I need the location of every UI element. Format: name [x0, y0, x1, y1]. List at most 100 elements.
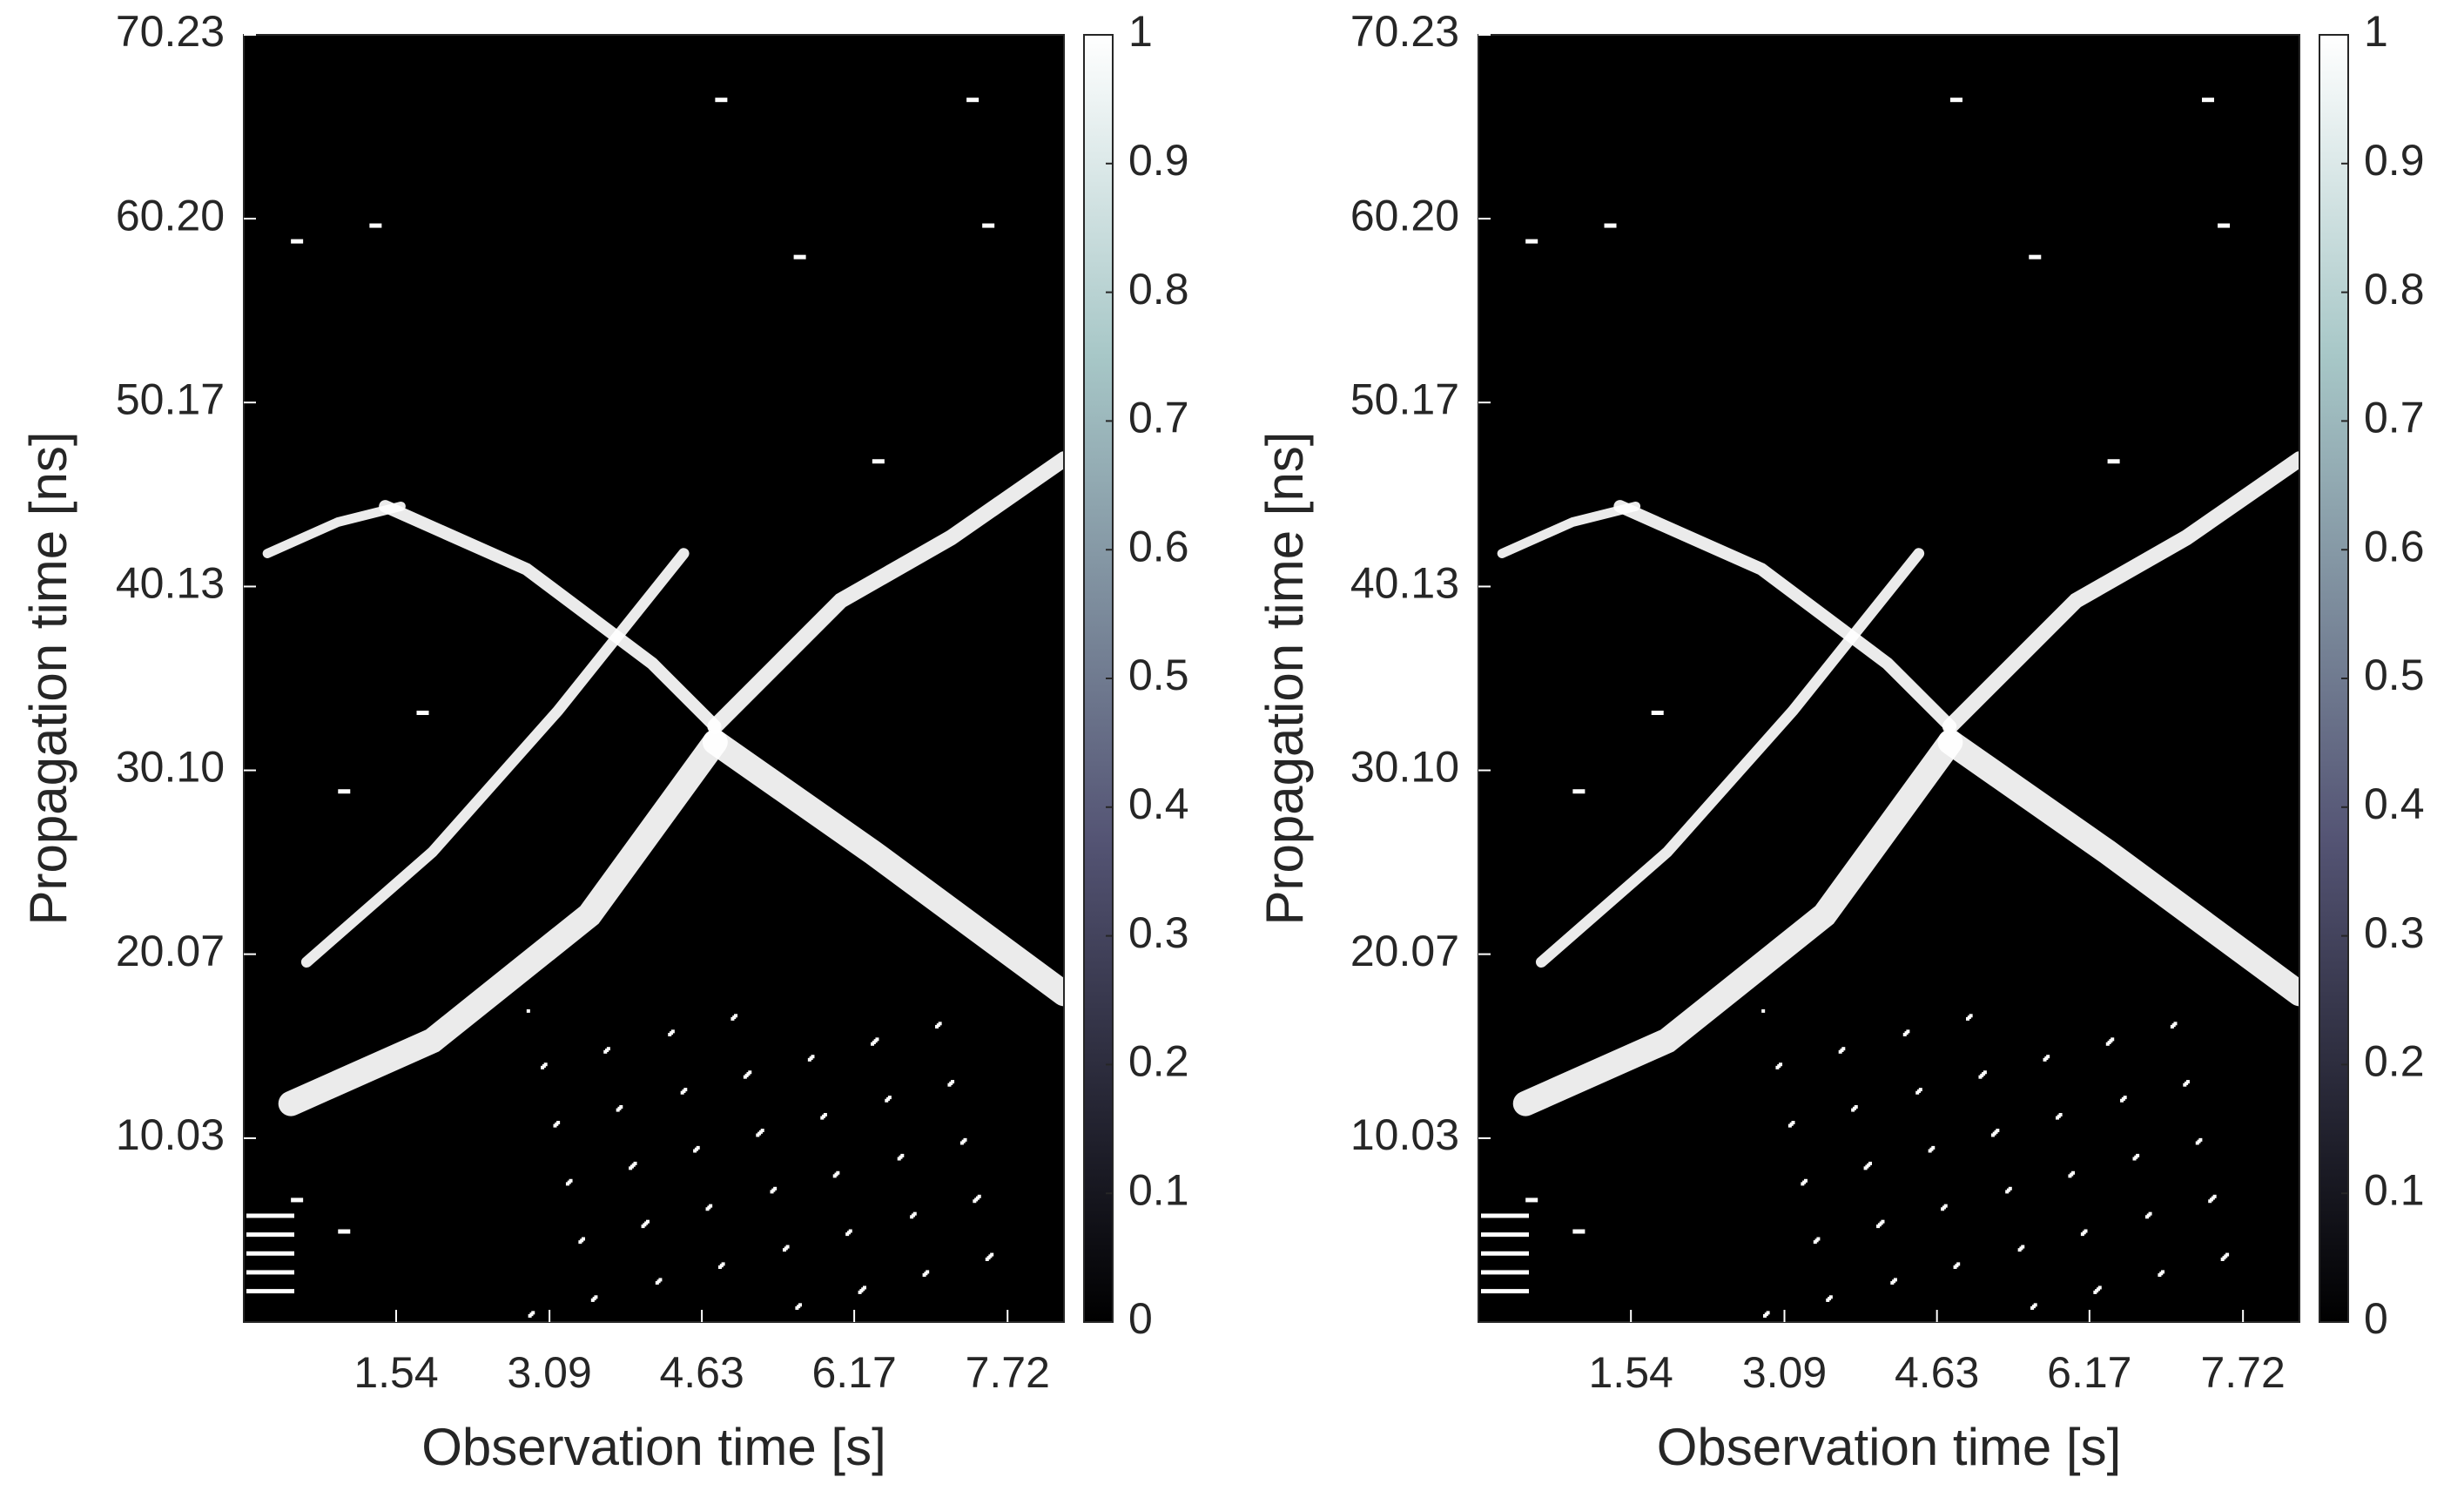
x-axis-label: Observation time [s]	[1657, 1418, 2122, 1476]
speckle	[926, 1270, 930, 1274]
speckle	[2123, 1096, 2127, 1100]
speckle	[1651, 710, 1664, 715]
colorbar-tick-label: 0	[2364, 1294, 2388, 1343]
x-tick-label: 3.09	[1742, 1348, 1827, 1397]
speckle	[606, 1047, 610, 1051]
speckle	[1943, 1204, 1948, 1208]
speckle	[2198, 1137, 2203, 1142]
speckle	[1572, 1229, 1585, 1234]
speckle	[556, 1121, 561, 1125]
speckle	[1761, 1008, 1766, 1013]
axes-frame	[1478, 34, 2300, 1323]
speckle	[715, 98, 728, 103]
colorbar-tick-label: 0.2	[1128, 1037, 1189, 1086]
speckle	[2161, 1270, 2165, 1274]
speckle	[1854, 1104, 1858, 1109]
heatmap-image	[1478, 35, 2299, 1322]
speckle	[416, 710, 429, 715]
speckle	[246, 1213, 294, 1218]
x-tick-label: 4.63	[1895, 1348, 1979, 1397]
colorbar-tick-label: 0.9	[1128, 136, 1189, 185]
speckle	[1766, 1311, 1770, 1315]
colorbar-tick-label: 0.3	[1128, 908, 1189, 957]
speckle	[966, 98, 980, 103]
speckle	[1906, 1029, 1910, 1034]
speckle	[581, 1237, 585, 1241]
colorbar-tick-label: 0.9	[2364, 136, 2425, 185]
speckle	[2212, 1194, 2217, 1198]
speckle	[912, 1211, 917, 1216]
speckle	[291, 239, 304, 244]
x-tick-label: 7.72	[2200, 1348, 2285, 1397]
bright-streak	[379, 500, 722, 733]
colorbar-tick-label: 0.1	[2364, 1165, 2425, 1214]
y-tick-label: 10.03	[116, 1110, 225, 1159]
speckle	[2107, 459, 2120, 464]
speckle	[1791, 1121, 1795, 1125]
speckle	[2225, 1252, 2230, 1257]
speckle	[798, 1303, 803, 1307]
speckle	[811, 1055, 815, 1059]
speckle	[977, 1194, 981, 1198]
colorbar-tick-label: 0	[1128, 1294, 1153, 1343]
speckle	[2071, 1170, 2076, 1175]
speckle	[887, 1096, 892, 1100]
colorbar-tick-label: 0.3	[2364, 908, 2425, 957]
speckle	[2148, 1211, 2152, 1216]
y-tick-label: 50.17	[1350, 374, 1459, 423]
speckle	[773, 1186, 778, 1191]
y-axis-label: Propagation time [ns]	[19, 432, 77, 926]
speckle	[1931, 1145, 1936, 1150]
y-tick-label: 70.23	[1350, 7, 1459, 56]
bright-streak	[1497, 501, 1641, 558]
chart-panel: 1.54 3.09 4.63 6.17 7.72 10.03 20.07 30.10 40.13…	[19, 7, 1189, 1476]
speckle	[938, 1022, 942, 1026]
colorbar-tick-label: 0.5	[2364, 651, 2425, 699]
speckle	[823, 1112, 827, 1116]
speckle	[670, 1029, 675, 1034]
bright-streak	[300, 548, 690, 968]
speckle	[1969, 1014, 1973, 1018]
speckle	[2097, 1285, 2102, 1290]
x-tick-label: 6.17	[2047, 1348, 2131, 1397]
speckle	[836, 1170, 840, 1175]
speckle	[1525, 239, 1538, 244]
speckle	[1481, 1289, 1529, 1294]
speckle	[1983, 1070, 1987, 1075]
y-tick-label: 40.13	[116, 559, 225, 608]
speckle	[1481, 1232, 1529, 1238]
speckle	[982, 223, 995, 228]
colorbar-tick-label: 0.6	[1128, 522, 1189, 570]
speckle	[1881, 1219, 1885, 1224]
speckle	[875, 1037, 879, 1042]
colorbar-tick-label: 0.8	[2364, 265, 2425, 314]
speckle	[1481, 1251, 1529, 1256]
colorbar-tick-label: 0.4	[1128, 779, 1189, 828]
speckle	[633, 1161, 637, 1165]
speckle	[1525, 1197, 1538, 1203]
speckle	[246, 1251, 294, 1256]
speckle	[872, 459, 885, 464]
speckle	[1841, 1047, 1846, 1051]
speckle	[1868, 1161, 1873, 1165]
speckle	[2084, 1229, 2088, 1233]
speckle	[1893, 1278, 1897, 1282]
colorbar-tick-label: 1	[1128, 7, 1153, 56]
speckle	[2111, 1037, 2115, 1042]
speckle	[2173, 1022, 2178, 1026]
y-axis-label: Propagation time [ns]	[1256, 432, 1314, 926]
speckle	[658, 1278, 663, 1282]
y-tick-label: 10.03	[1350, 1110, 1459, 1159]
y-tick-label: 70.23	[116, 7, 225, 56]
axes-frame	[243, 34, 1065, 1323]
speckle	[696, 1145, 700, 1150]
bright-streak	[1613, 500, 1957, 733]
colorbar-tick-label: 0.7	[1128, 394, 1189, 442]
y-tick-label: 30.10	[1350, 743, 1459, 792]
speckle	[748, 1070, 752, 1075]
speckle	[2029, 254, 2042, 260]
speckle	[246, 1232, 294, 1238]
speckle	[848, 1229, 852, 1233]
y-tick-label: 20.07	[1350, 927, 1459, 975]
